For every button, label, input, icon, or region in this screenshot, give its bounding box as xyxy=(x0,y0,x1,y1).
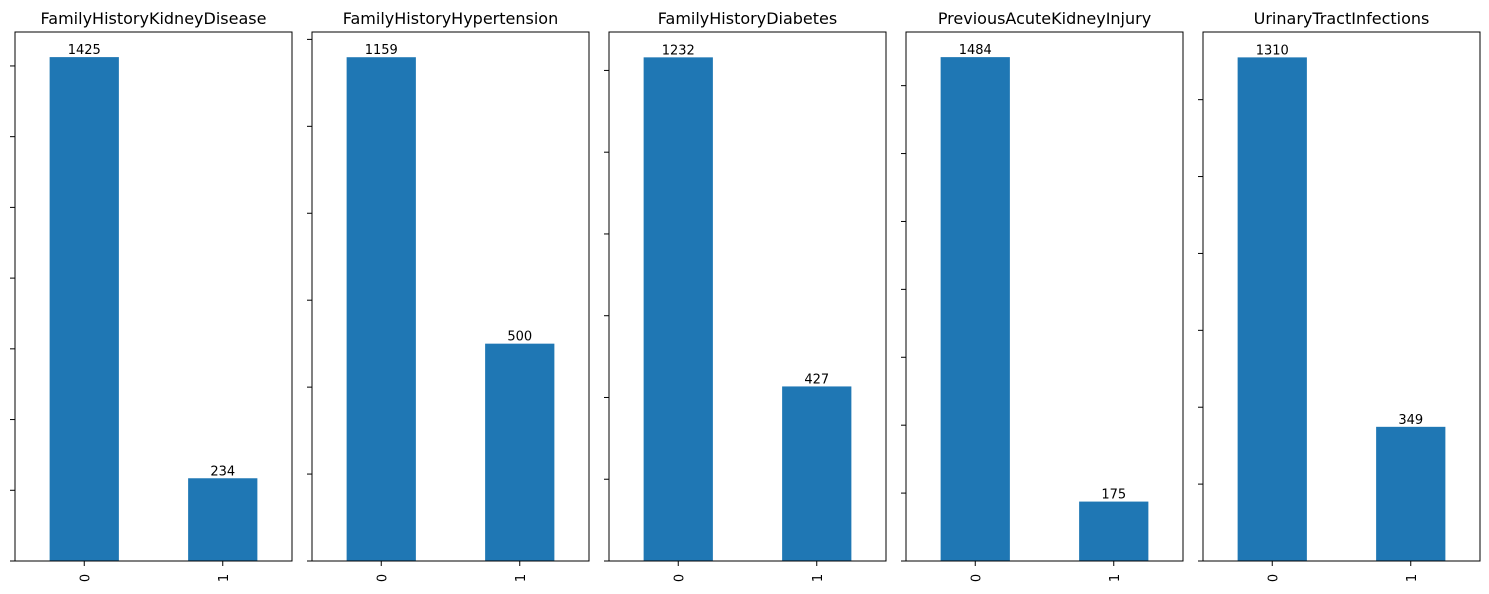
plot-frame xyxy=(14,31,293,562)
chart-title: PreviousAcuteKidneyInjury xyxy=(938,9,1151,28)
chart-panel-family-history-kidney-disease: FamilyHistoryKidneyDisease 1425 0 234 1 xyxy=(10,9,293,582)
x-tick-label: 0 xyxy=(672,574,687,582)
bar-1 xyxy=(782,386,852,561)
data-label: 427 xyxy=(804,372,829,387)
x-tick-label: 1 xyxy=(514,574,529,582)
bar-1 xyxy=(188,478,258,561)
bar-0 xyxy=(940,57,1010,562)
chart-title: FamilyHistoryDiabetes xyxy=(658,9,837,28)
x-tick-label: 0 xyxy=(969,574,984,582)
x-tick-label: 0 xyxy=(1266,574,1281,582)
plot-frame xyxy=(1202,31,1481,562)
chart-title: FamilyHistoryHypertension xyxy=(343,9,558,28)
plot-frame xyxy=(905,31,1184,562)
data-label: 1310 xyxy=(1256,43,1289,58)
bar-0 xyxy=(49,57,119,561)
x-tick-label: 1 xyxy=(811,574,826,582)
chart-title: FamilyHistoryKidneyDisease xyxy=(41,9,267,28)
bar-0 xyxy=(643,57,713,561)
x-tick-label: 0 xyxy=(375,574,390,582)
chart-panel-urinary-tract-infections: UrinaryTractInfections 1310 0 349 1 xyxy=(1198,9,1481,582)
bar-1 xyxy=(1079,501,1149,561)
data-label: 1159 xyxy=(365,43,398,58)
chart-panel-family-history-diabetes: FamilyHistoryDiabetes 1232 0 427 1 xyxy=(604,9,887,582)
chart-title: UrinaryTractInfections xyxy=(1254,9,1430,28)
x-tick-label: 1 xyxy=(1405,574,1420,582)
x-tick-label: 1 xyxy=(1108,574,1123,582)
data-label: 1232 xyxy=(662,43,695,58)
bar-0 xyxy=(346,57,416,561)
data-label: 349 xyxy=(1398,413,1423,428)
data-label: 1425 xyxy=(68,43,101,58)
data-label: 234 xyxy=(210,464,235,479)
plot-frame xyxy=(311,31,590,562)
bar-0 xyxy=(1237,57,1307,562)
chart-panel-family-history-hypertension: FamilyHistoryHypertension 1159 0 500 1 xyxy=(307,9,590,582)
data-label: 175 xyxy=(1101,488,1126,503)
data-label: 500 xyxy=(507,330,532,345)
x-tick-label: 0 xyxy=(78,574,93,582)
plot-frame xyxy=(608,31,887,562)
x-tick-label: 1 xyxy=(217,574,232,582)
bar-1 xyxy=(1376,426,1446,561)
bar-1 xyxy=(485,343,555,561)
data-label: 1484 xyxy=(959,43,992,58)
chart-panel-previous-acute-kidney-injury: PreviousAcuteKidneyInjury 1484 0 175 1 xyxy=(901,9,1184,582)
